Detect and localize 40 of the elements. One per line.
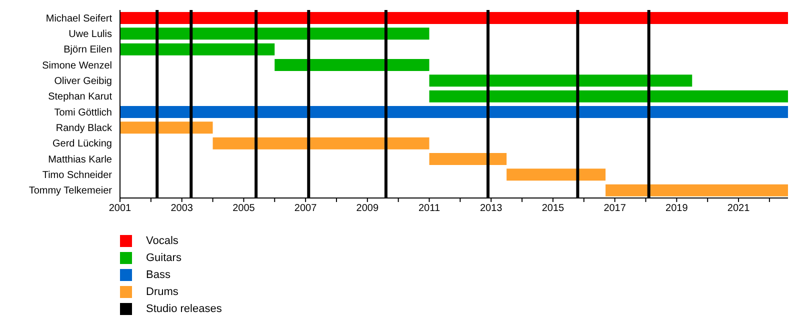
bar — [429, 90, 788, 102]
x-tick-label: 2009 — [356, 203, 379, 214]
x-tick-label: 2013 — [480, 203, 503, 214]
bar — [120, 106, 788, 118]
x-tick-label: 2003 — [170, 203, 194, 214]
bar — [120, 12, 788, 24]
bar — [506, 168, 606, 181]
y-tick-label: Tomi Göttlich — [54, 107, 112, 118]
y-tick-label: Tommy Telkemeier — [28, 186, 113, 197]
bar — [429, 74, 692, 87]
y-tick-label: Michael Seifert — [46, 13, 112, 24]
bar — [120, 43, 275, 56]
y-tick-label: Stephan Karut — [48, 92, 112, 103]
legend-label: Drums — [146, 286, 178, 298]
x-tick-label: 2011 — [418, 203, 440, 214]
y-tick-label: Timo Schneider — [42, 170, 113, 181]
x-tick-label: 2017 — [604, 203, 626, 214]
x-tick-label: 2021 — [727, 203, 750, 214]
y-tick-label: Oliver Geibig — [54, 76, 112, 87]
bar — [429, 153, 507, 165]
y-tick-label: Randy Black — [56, 123, 113, 134]
x-tick-label: 2001 — [108, 203, 132, 214]
x-tick-label: 2007 — [294, 203, 318, 214]
bar — [120, 28, 430, 40]
y-tick-label: Gerd Lücking — [52, 138, 112, 150]
x-tick-label: 2019 — [666, 203, 688, 214]
y-tick-label: Björn Eilen — [64, 44, 112, 56]
bar — [212, 137, 430, 150]
legend-label: Guitars — [146, 252, 182, 264]
legend-label: Vocals — [146, 234, 178, 246]
text: Studio releases — [146, 302, 222, 314]
x-tick-label: 2015 — [542, 203, 565, 214]
x-tick-label: 2005 — [232, 203, 256, 214]
y-tick-label: Simone Wenzel — [42, 60, 112, 72]
y-tick-label: Matthias Karle — [48, 154, 112, 166]
bar — [274, 59, 430, 71]
legend-label: Bass — [146, 268, 170, 280]
bar — [120, 122, 213, 134]
bar — [606, 184, 788, 196]
y-tick-label: Uwe Lulis — [68, 29, 112, 40]
